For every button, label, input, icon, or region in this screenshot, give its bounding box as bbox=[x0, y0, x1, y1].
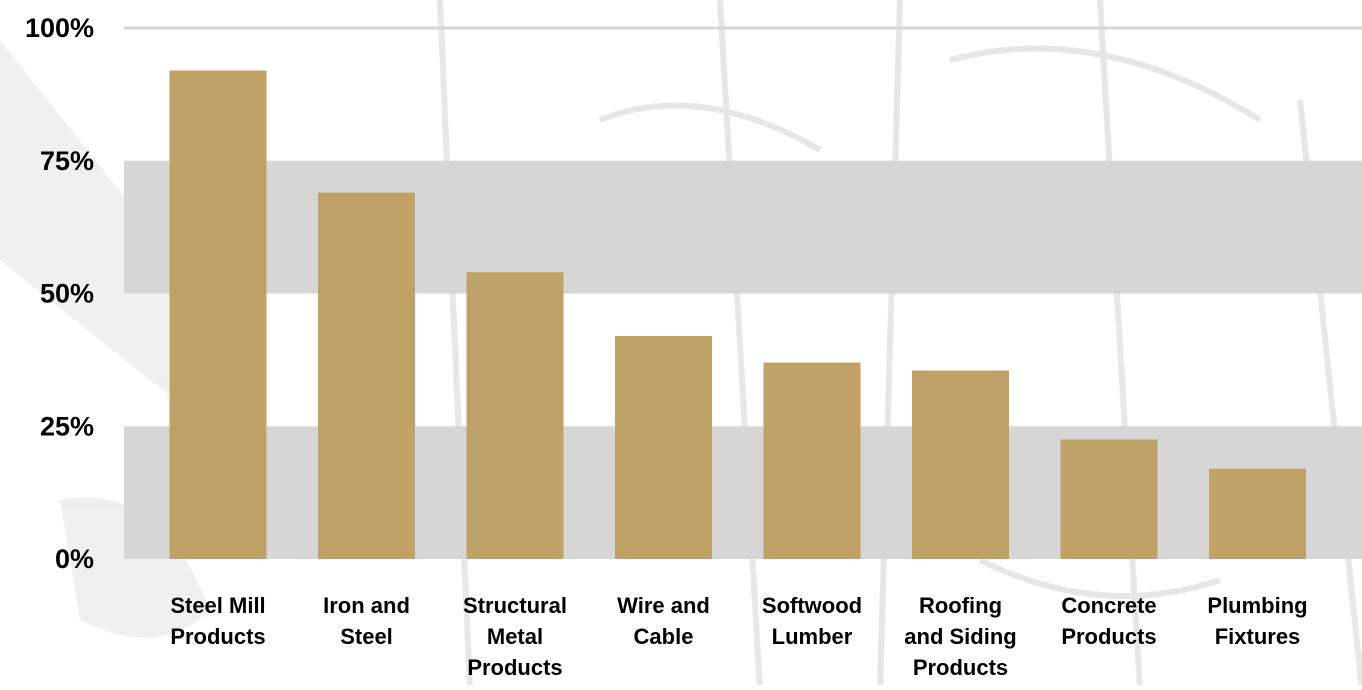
x-tick-label: Structural Metal Products bbox=[463, 593, 567, 680]
x-tick-label: Steel Mill Products bbox=[170, 593, 265, 649]
bar bbox=[169, 70, 267, 559]
y-tick-label: 50% bbox=[40, 279, 94, 309]
x-tick-label: Roofing and Siding Products bbox=[904, 593, 1016, 680]
x-tick-label: Concrete Products bbox=[1061, 593, 1156, 649]
y-tick-label: 100% bbox=[25, 13, 94, 43]
y-tick-label: 75% bbox=[40, 146, 94, 176]
y-tick-label: 0% bbox=[55, 544, 94, 574]
background-band bbox=[124, 426, 1362, 559]
x-tick-label: Iron and Steel bbox=[323, 593, 410, 649]
x-tick-label: Softwood Lumber bbox=[762, 593, 862, 649]
bar bbox=[615, 335, 712, 559]
x-axis-tick-labels: Steel Mill Products Iron and Steel Structura… bbox=[170, 593, 1307, 680]
y-axis-tick-labels: 0% 25% 50% 75% 100% bbox=[25, 13, 94, 574]
x-tick-label: Plumbing Fixtures bbox=[1207, 593, 1307, 649]
x-tick-label: Wire and Cable bbox=[617, 593, 710, 649]
y-tick-label: 25% bbox=[40, 411, 94, 441]
bar bbox=[466, 272, 564, 559]
background-band bbox=[124, 160, 1362, 294]
bars bbox=[169, 70, 1306, 560]
bar bbox=[912, 370, 1009, 559]
bar bbox=[763, 362, 861, 559]
bar bbox=[1209, 468, 1306, 559]
bar bbox=[1060, 439, 1158, 559]
bar bbox=[318, 192, 415, 560]
